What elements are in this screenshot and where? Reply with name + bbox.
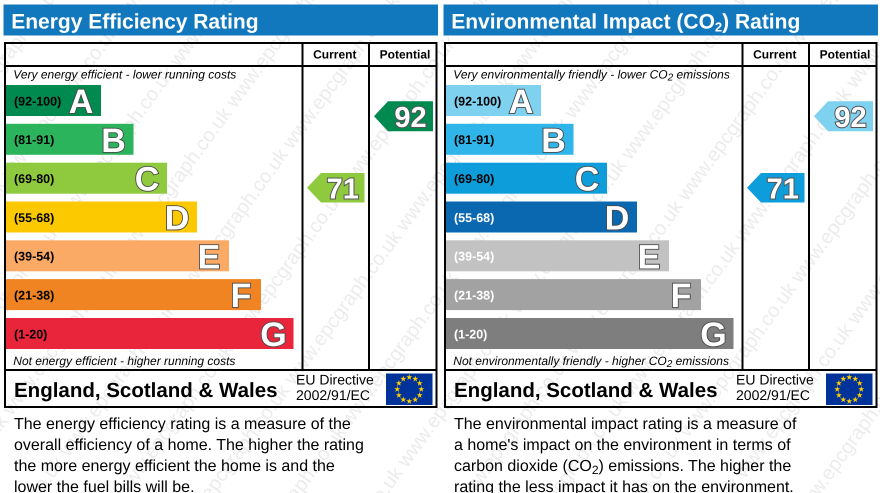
svg-text:(81-91): (81-91)	[14, 133, 54, 147]
svg-text:E: E	[638, 238, 661, 276]
svg-text:Current: Current	[753, 48, 796, 62]
svg-text:(55-68): (55-68)	[14, 211, 54, 225]
svg-text:EU Directive: EU Directive	[296, 372, 374, 388]
svg-text:a home's impact on the environ: a home's impact on the environment in te…	[454, 437, 791, 454]
svg-text:G: G	[700, 316, 726, 354]
svg-text:B: B	[101, 122, 126, 160]
svg-text:(81-91): (81-91)	[454, 133, 494, 147]
svg-text:71: 71	[327, 173, 359, 205]
svg-text:C: C	[135, 161, 160, 199]
svg-text:A: A	[69, 83, 94, 121]
svg-text:EU Directive: EU Directive	[736, 372, 814, 388]
svg-text:the more energy efficient the: the more energy efficient the home is an…	[14, 458, 335, 475]
svg-text:(92-100): (92-100)	[14, 94, 61, 108]
svg-text:2002/91/EC: 2002/91/EC	[296, 387, 370, 403]
svg-text:71: 71	[767, 173, 799, 205]
svg-text:(39-54): (39-54)	[454, 250, 494, 264]
svg-text:2002/91/EC: 2002/91/EC	[736, 387, 810, 403]
svg-text:(92-100): (92-100)	[454, 94, 501, 108]
svg-text:B: B	[541, 122, 566, 160]
svg-text:(69-80): (69-80)	[454, 172, 494, 186]
svg-text:(1-20): (1-20)	[454, 327, 487, 341]
svg-text:England, Scotland & Wales: England, Scotland & Wales	[454, 379, 718, 402]
svg-text:Very energy efficient - lower: Very energy efficient - lower running co…	[13, 68, 236, 82]
svg-text:Not energy efficient - higher: Not energy efficient - higher running co…	[13, 354, 235, 368]
svg-text:(69-80): (69-80)	[14, 172, 54, 186]
svg-text:A: A	[509, 83, 534, 121]
svg-text:rating the less impact it has: rating the less impact it has on the env…	[454, 479, 794, 493]
svg-text:The energy efficiency rating i: The energy efficiency rating is a measur…	[14, 416, 351, 433]
svg-text:Energy Efficiency Rating: Energy Efficiency Rating	[11, 10, 258, 33]
svg-text:92: 92	[834, 102, 866, 134]
svg-text:The environmental impact ratin: The environmental impact rating is a mea…	[454, 416, 797, 433]
svg-text:F: F	[671, 277, 692, 315]
svg-text:Environmental Impact (CO2) Rat: Environmental Impact (CO2) Rating	[451, 10, 800, 34]
svg-text:D: D	[165, 200, 190, 238]
svg-text:lower the fuel bills will be.: lower the fuel bills will be.	[14, 479, 195, 493]
svg-text:Current: Current	[313, 48, 356, 62]
svg-text:Very environmentally friendly: Very environmentally friendly - lower CO…	[453, 68, 730, 84]
svg-text:(1-20): (1-20)	[14, 327, 47, 341]
svg-text:D: D	[605, 200, 630, 238]
svg-text:carbon dioxide (CO2) emissions: carbon dioxide (CO2) emissions. The high…	[454, 458, 791, 477]
svg-text:G: G	[260, 316, 286, 354]
svg-text:92: 92	[394, 102, 426, 134]
svg-text:(39-54): (39-54)	[14, 250, 54, 264]
svg-text:Not environmentally friendly -: Not environmentally friendly - higher CO…	[453, 354, 729, 370]
svg-text:(21-38): (21-38)	[454, 288, 494, 302]
svg-text:(55-68): (55-68)	[454, 211, 494, 225]
svg-text:Potential: Potential	[380, 48, 431, 62]
svg-text:Potential: Potential	[820, 48, 871, 62]
svg-text:F: F	[231, 277, 252, 315]
svg-text:overall efficiency of a home.: overall efficiency of a home. The higher…	[14, 437, 364, 454]
svg-text:England, Scotland & Wales: England, Scotland & Wales	[14, 379, 278, 402]
svg-text:(21-38): (21-38)	[14, 288, 54, 302]
svg-text:E: E	[198, 238, 221, 276]
svg-text:C: C	[575, 161, 600, 199]
